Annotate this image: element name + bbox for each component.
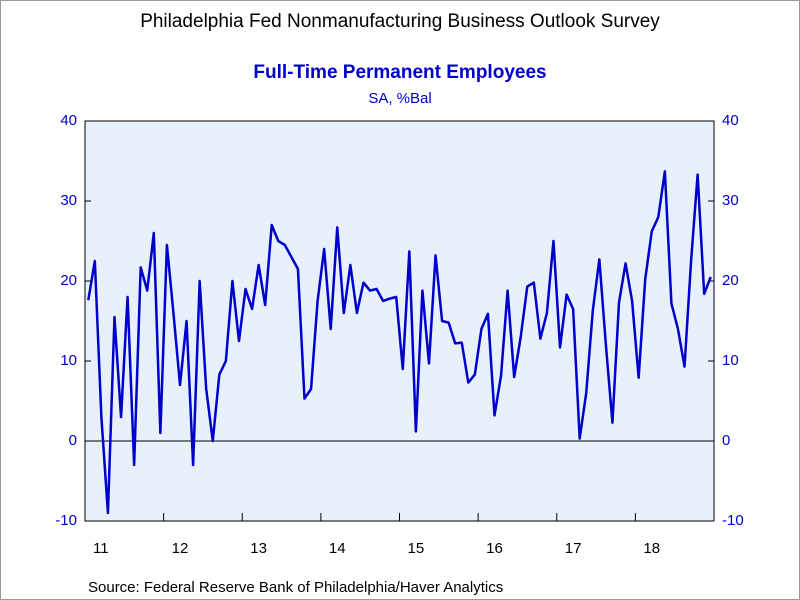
x-tick-label: 18: [643, 540, 660, 557]
y-tick-label: 10: [60, 352, 77, 369]
y-tick-label: 20: [60, 272, 77, 289]
x-tick-label: 15: [408, 540, 425, 557]
x-tick-label: 16: [486, 540, 503, 557]
source-note: Source: Federal Reserve Bank of Philadel…: [88, 579, 503, 596]
y2-tick-label: 10: [722, 352, 739, 369]
y-tick-label: 0: [69, 432, 77, 449]
y2-tick-label: 30: [722, 192, 739, 209]
x-tick-label: 11: [93, 540, 109, 557]
x-tick-label: 14: [329, 540, 346, 557]
y2-tick-label: 0: [722, 432, 730, 449]
y2-tick-label: 20: [722, 272, 739, 289]
y2-tick-label: -10: [722, 512, 744, 529]
y-tick-label: 30: [60, 192, 77, 209]
x-tick-label: 12: [172, 540, 189, 557]
y2-tick-label: 40: [722, 112, 739, 129]
x-tick-label: 17: [565, 540, 582, 557]
y-tick-label: -10: [55, 512, 77, 529]
units-label: SA, %Bal: [368, 90, 431, 107]
chart-title: Philadelphia Fed Nonmanufacturing Busine…: [140, 11, 660, 32]
x-tick-label: 13: [250, 540, 267, 557]
y-tick-label: 40: [60, 112, 77, 129]
chart-subtitle: Full-Time Permanent Employees: [253, 62, 546, 83]
series-line: [87, 170, 712, 515]
